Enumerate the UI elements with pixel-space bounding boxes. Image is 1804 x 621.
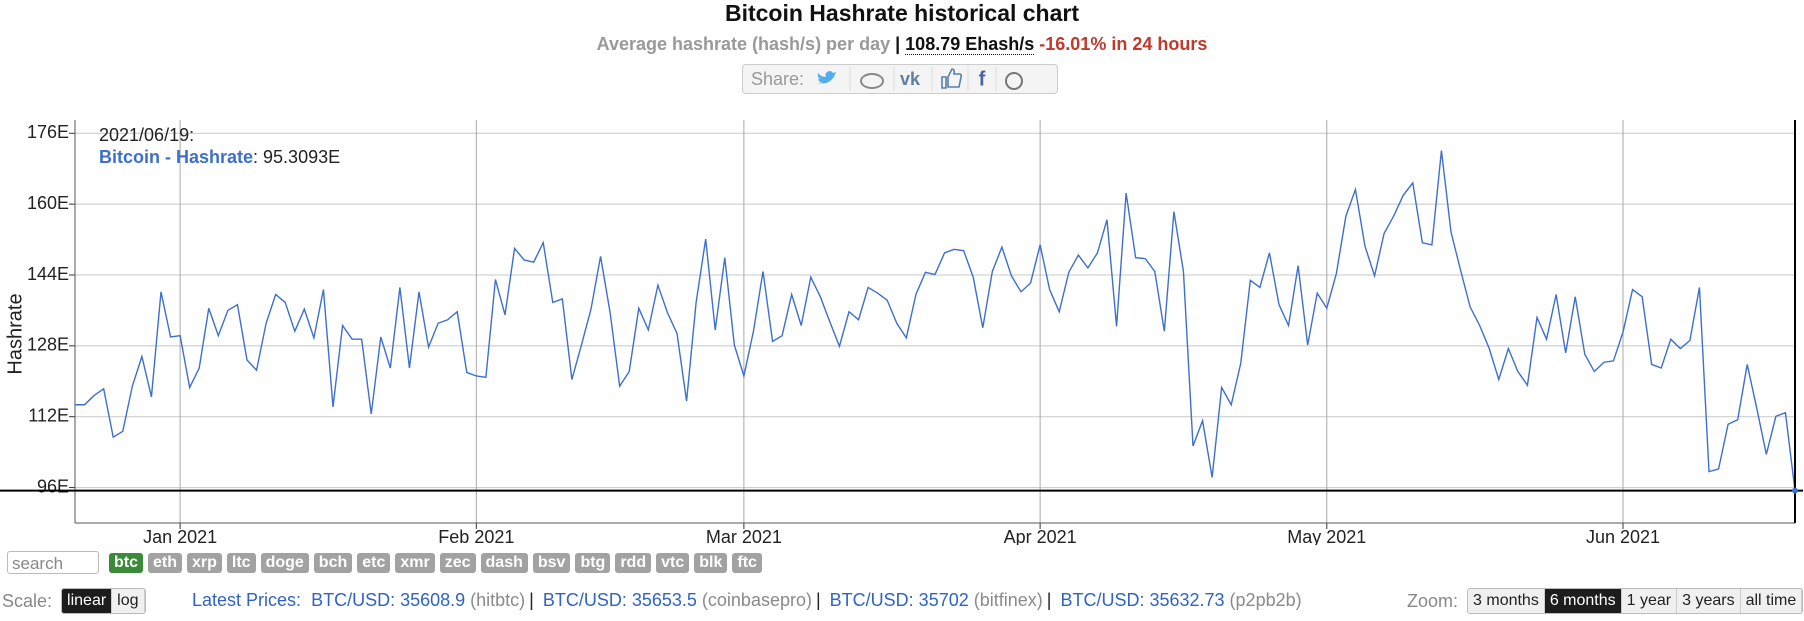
y-tick-label: 96E [37,476,69,496]
coin-button[interactable]: doge [260,552,309,573]
coin-button[interactable]: rdd [615,552,652,573]
y-axis-label: Hashrate [4,293,26,374]
chart: Hashrate 96E 112E 128E 144E 160E 176E Jan 2021… [0,120,1803,545]
reddit-icon[interactable] [860,73,885,89]
scale-label: Scale: [2,590,53,611]
coin-buttons: btc eth xrp ltc doge bch etc xmr zec dash bsv btg rd… [109,552,762,573]
coin-button[interactable]: xrp [187,552,222,573]
zoom-option[interactable]: 3 years [1677,589,1741,613]
x-tick-label: Jan 2021 [143,527,217,545]
x-tick-label: Mar 2021 [706,527,782,545]
subtitle-separator: | [895,34,901,54]
zoom-option[interactable]: all time [1740,589,1803,613]
zoom-option[interactable]: 3 months [1468,589,1545,613]
price-source: (p2pb2b) [1229,590,1302,610]
coin-bar: search btc eth xrp ltc doge bch etc xmr zec dash b… [7,551,762,574]
subtitle: Average hashrate (hash/s) per day | 108.… [0,34,1804,55]
tooltip-entry: Bitcoin - Hashrate: 95.3093E [99,147,340,167]
x-tick-label: Feb 2021 [438,527,514,545]
facebook-icon[interactable]: f [979,68,986,90]
y-tick-label: 160E [27,193,69,213]
coin-button[interactable]: eth [148,552,182,573]
price-separator: | [815,590,821,610]
share-icons[interactable]: vk f [810,65,1046,93]
search-input[interactable]: search [7,551,99,574]
twitter-icon[interactable] [817,71,837,84]
coin-button[interactable]: btg [575,552,611,573]
scale-control: Scale: linear log [2,588,146,614]
zoom-option[interactable]: 1 year [1621,589,1678,613]
share-bar: Share: vk f [742,64,1058,94]
hover-point [1792,487,1798,494]
like-icon[interactable] [941,68,963,89]
scale-options: linear log [61,588,146,614]
plot-area [75,120,1795,523]
price-pair: BTC/USD: 35653.5 [542,590,697,610]
zoom-option[interactable]: 6 months [1544,589,1622,613]
coin-button[interactable]: dash [480,552,528,573]
tooltip-date: 2021/06/19: [99,125,194,145]
price-source: (hitbtc) [470,590,526,610]
price-separator: | [529,590,534,610]
y-tick-label: 176E [27,122,69,142]
price-source: (bitfinex) [973,590,1043,610]
coin-button[interactable]: bch [313,552,353,573]
coin-button[interactable]: ftc [732,552,762,573]
y-tick-label: 128E [27,335,69,355]
latest-prices: Latest Prices: BTC/USD: 35608.9 (hitbtc) |… [192,590,1302,611]
coin-button[interactable]: xmr [395,552,435,573]
price-source: (coinbasepro) [701,590,812,610]
price-pair: BTC/USD: 35632.73 [1060,590,1225,610]
coin-button[interactable]: btc [109,552,143,573]
zoom-control: Zoom: 3 months 6 months 1 year 3 years all t… [1407,588,1804,614]
weibo-icon[interactable] [1005,72,1024,90]
x-tick-label: Jun 2021 [1586,527,1660,545]
zoom-label: Zoom: [1407,590,1459,611]
share-label: Share: [751,68,805,89]
data-line [75,150,1796,491]
coin-button[interactable]: zec [439,552,476,573]
prices-label: Latest Prices: [192,590,302,610]
scale-option[interactable]: linear [62,589,113,613]
current-hashrate: 108.79 Ehash/s [905,34,1035,55]
price-separator: | [1046,590,1052,610]
x-tick-label: May 2021 [1287,527,1366,545]
subtitle-label: Average hashrate (hash/s) per day [596,34,891,54]
coin-button[interactable]: ltc [226,552,256,573]
coin-button[interactable]: bsv [532,552,571,573]
coin-button[interactable]: etc [357,552,391,573]
coin-button[interactable]: vtc [656,552,690,573]
tooltip-value: : 95.3093E [253,147,340,167]
y-tick-label: 112E [28,405,69,425]
x-tick-label: Apr 2021 [1004,527,1077,545]
change: -16.01% in 24 hours [1039,34,1208,54]
scale-option[interactable]: log [112,589,145,613]
y-tick-label: 144E [27,264,69,284]
price-pair: BTC/USD: 35702 [829,590,969,610]
price-pair: BTC/USD: 35608.9 [311,590,466,610]
chart-title: Bitcoin Hashrate historical chart [724,0,1080,26]
tooltip-series: Bitcoin - Hashrate [99,147,253,167]
zoom-options: 3 months 6 months 1 year 3 years all time [1467,588,1804,614]
coin-button[interactable]: blk [694,552,728,573]
vk-icon[interactable]: vk [900,69,921,89]
